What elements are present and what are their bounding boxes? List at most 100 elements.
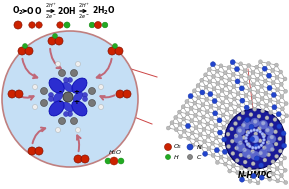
Circle shape [89, 22, 95, 28]
Circle shape [214, 136, 218, 140]
Circle shape [254, 132, 258, 136]
Circle shape [225, 120, 229, 124]
Circle shape [227, 65, 231, 70]
Circle shape [105, 158, 111, 164]
Text: $N$: $N$ [196, 143, 203, 151]
Text: $H$: $H$ [173, 153, 179, 161]
Circle shape [112, 43, 118, 49]
Circle shape [88, 99, 95, 106]
Ellipse shape [63, 102, 73, 112]
Circle shape [234, 134, 238, 138]
Circle shape [226, 132, 230, 136]
Circle shape [275, 75, 279, 79]
Circle shape [218, 143, 223, 147]
Circle shape [237, 116, 241, 120]
Circle shape [228, 90, 232, 94]
Circle shape [248, 145, 251, 148]
Circle shape [206, 134, 210, 138]
Text: -: - [59, 99, 62, 105]
Circle shape [203, 151, 208, 156]
Circle shape [217, 106, 221, 110]
Circle shape [188, 94, 193, 99]
Text: $\mathbf{O_2}$: $\mathbf{O_2}$ [12, 5, 24, 17]
Circle shape [263, 158, 267, 162]
Circle shape [260, 84, 264, 88]
Circle shape [279, 161, 283, 165]
Circle shape [272, 105, 277, 110]
Circle shape [232, 97, 236, 101]
Circle shape [260, 97, 264, 101]
Circle shape [263, 79, 267, 83]
Circle shape [248, 88, 252, 92]
Circle shape [235, 79, 240, 84]
Circle shape [243, 160, 247, 164]
Circle shape [239, 74, 243, 78]
Circle shape [35, 147, 43, 155]
Circle shape [279, 82, 283, 86]
Circle shape [205, 110, 209, 114]
Circle shape [224, 83, 228, 87]
Text: $C$: $C$ [196, 153, 202, 161]
Circle shape [257, 114, 261, 118]
Circle shape [224, 95, 228, 99]
Circle shape [234, 122, 238, 125]
Circle shape [235, 146, 239, 150]
Circle shape [187, 144, 193, 150]
Circle shape [82, 92, 88, 98]
Circle shape [179, 135, 183, 139]
Circle shape [237, 104, 241, 108]
Circle shape [28, 147, 36, 155]
Circle shape [262, 141, 265, 144]
Circle shape [55, 61, 60, 67]
Circle shape [244, 105, 249, 110]
Circle shape [55, 128, 60, 132]
Circle shape [277, 124, 282, 129]
Circle shape [255, 77, 259, 81]
Circle shape [193, 113, 197, 117]
Circle shape [55, 37, 63, 45]
Circle shape [251, 162, 255, 166]
Circle shape [251, 83, 255, 87]
Circle shape [257, 146, 260, 149]
Circle shape [283, 156, 287, 160]
Text: $O_2$: $O_2$ [173, 143, 182, 151]
Circle shape [215, 69, 219, 73]
Circle shape [276, 88, 279, 92]
Circle shape [253, 119, 257, 124]
Circle shape [213, 111, 218, 116]
Circle shape [214, 124, 218, 128]
Circle shape [116, 90, 124, 98]
Circle shape [197, 96, 201, 100]
Circle shape [166, 126, 170, 130]
Circle shape [240, 177, 244, 182]
Circle shape [284, 180, 288, 184]
Circle shape [252, 95, 256, 99]
Circle shape [244, 137, 248, 140]
Circle shape [262, 133, 266, 137]
Circle shape [236, 92, 240, 96]
Circle shape [206, 122, 210, 126]
Circle shape [246, 130, 250, 134]
Circle shape [235, 158, 239, 162]
Circle shape [275, 154, 279, 158]
Text: $H_2O$: $H_2O$ [108, 149, 122, 157]
Circle shape [231, 72, 235, 76]
Circle shape [284, 89, 288, 93]
Circle shape [190, 119, 194, 123]
Circle shape [259, 175, 264, 180]
Circle shape [279, 70, 283, 74]
Circle shape [247, 64, 251, 67]
Circle shape [204, 85, 208, 89]
Circle shape [25, 47, 33, 55]
Circle shape [71, 118, 77, 125]
Circle shape [276, 100, 280, 104]
Circle shape [239, 86, 244, 91]
Circle shape [284, 101, 288, 105]
Circle shape [58, 118, 66, 125]
Circle shape [250, 129, 253, 132]
Circle shape [271, 68, 275, 72]
Circle shape [209, 104, 213, 108]
Circle shape [273, 130, 277, 134]
Circle shape [278, 149, 282, 153]
Ellipse shape [49, 78, 64, 93]
